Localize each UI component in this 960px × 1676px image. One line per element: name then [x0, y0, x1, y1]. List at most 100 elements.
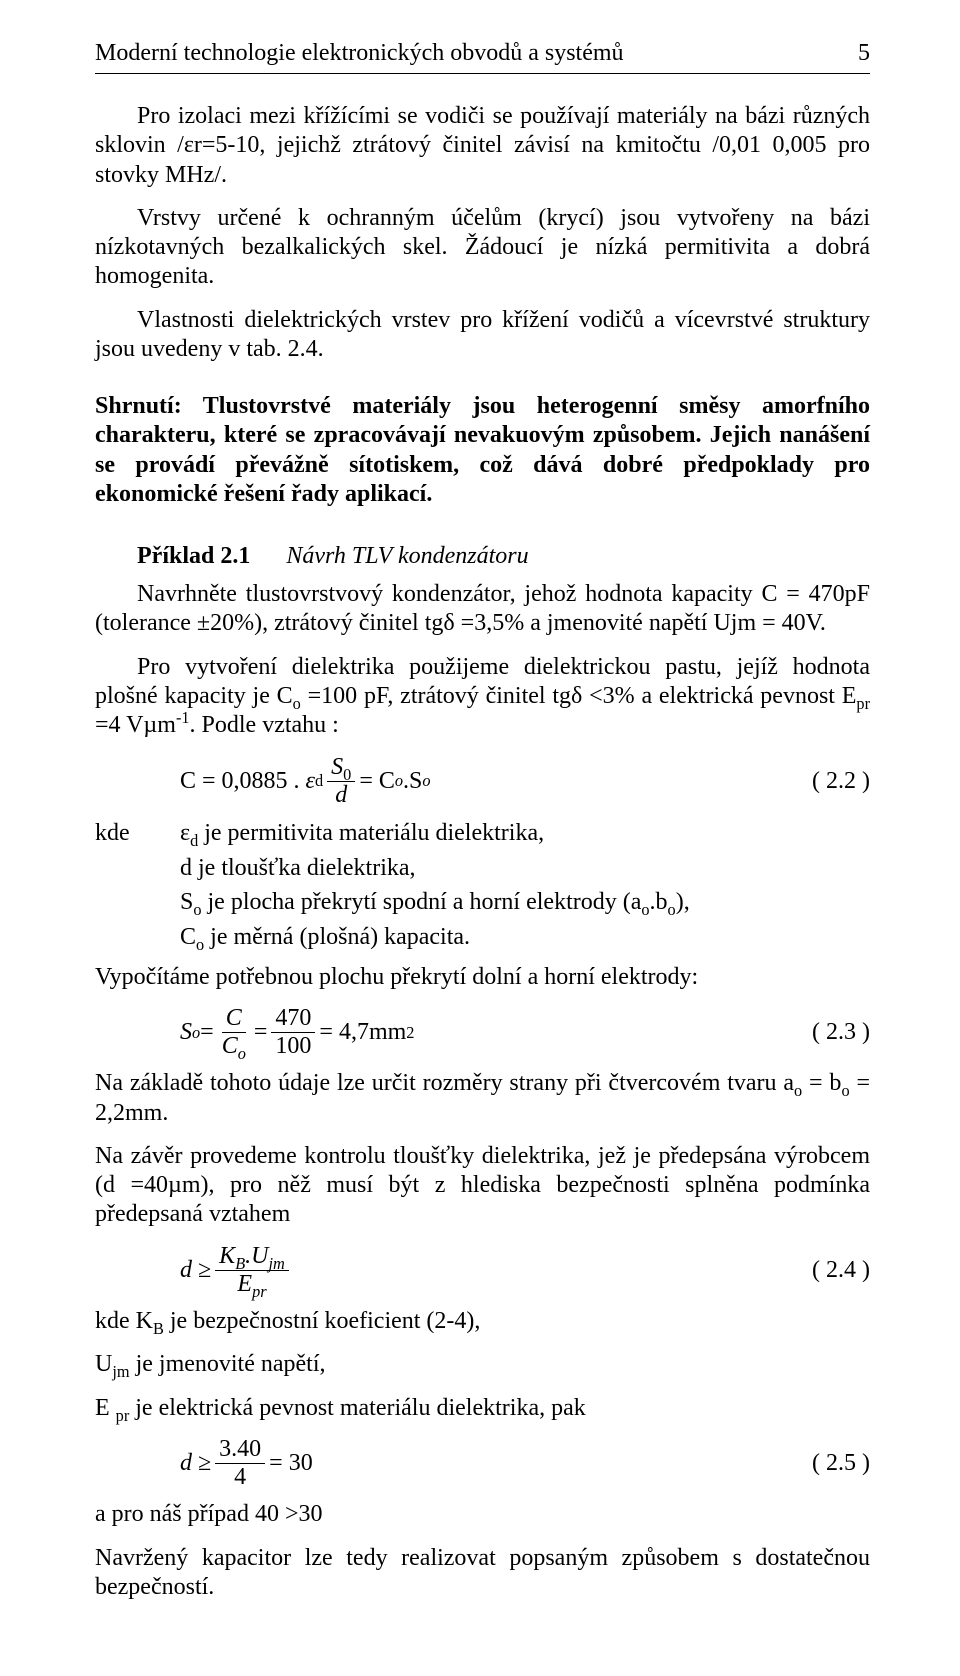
txt: C [180, 924, 196, 950]
txt: K [219, 1243, 235, 1269]
txt: o [668, 900, 676, 919]
txt: E [237, 1271, 252, 1297]
def-line-1: kdeεd je permitivita materiálu dielektri… [95, 818, 870, 849]
txt: pr [116, 1405, 130, 1424]
equation-body: So = C Co = 470 100 = 4,7mm2 [95, 1006, 790, 1059]
txt: o [794, 1081, 802, 1100]
example-title-row: Příklad 2.1 Návrh TLV kondenzátoru [95, 543, 870, 570]
equation-number: ( 2.5 ) [790, 1450, 870, 1477]
fraction: 470 100 [271, 1006, 315, 1059]
equation-2-5: d ≥ 3.40 4 = 30 ( 2.5 ) [95, 1437, 870, 1490]
equation-body: C = 0,0885 . εd S0 d = Co.So [95, 755, 790, 808]
header-title: Moderní technologie elektronických obvod… [95, 40, 624, 67]
txt: S [180, 1019, 192, 1045]
txt: Na základě tohoto údaje lze určit rozměr… [95, 1070, 794, 1096]
fraction: KB.Ujm Epr [215, 1244, 289, 1297]
equation-number: ( 2.3 ) [790, 1019, 870, 1046]
txt: o [841, 1081, 849, 1100]
def2-line-2: Ujm je jmenovité napětí, [95, 1350, 870, 1379]
txt: je elektrická pevnost materiálu dielektr… [129, 1395, 585, 1421]
paragraph-tail-1: a pro náš případ 40 >30 [95, 1500, 870, 1529]
txt: = b [802, 1070, 841, 1096]
txt: S [331, 754, 343, 780]
def-line-2: d je tloušťka dielektrika, [95, 853, 870, 884]
txt: je plocha překrytí spodní a horní elektr… [202, 889, 642, 915]
txt: . Podle vztahu : [190, 712, 339, 738]
txt: ), [676, 889, 690, 915]
txt: = [200, 1019, 214, 1046]
running-header: Moderní technologie elektronických obvod… [95, 40, 870, 74]
def2-line-1: kde KB je bezpečnostní koeficient (2-4), [95, 1307, 870, 1336]
def2-line-3: E pr je elektrická pevnost materiálu die… [95, 1394, 870, 1423]
txt: = 4,7mm [319, 1019, 406, 1046]
txt: 3.40 [215, 1437, 265, 1464]
txt: 100 [271, 1033, 315, 1059]
txt: 470 [271, 1006, 315, 1033]
paragraph-thickness-check: Na závěr provedeme kontrolu tloušťky die… [95, 1142, 870, 1230]
equation-2-2: C = 0,0885 . εd S0 d = Co.So ( 2.2 ) [95, 755, 870, 808]
example-label: Příklad 2.1 [137, 543, 250, 569]
txt: o [395, 771, 403, 790]
txt: je bezpečnostní koeficient (2-4), [164, 1308, 481, 1334]
txt: ε [180, 820, 190, 846]
equation-2-3: So = C Co = 470 100 = 4,7mm2 ( 2.3 ) [95, 1006, 870, 1059]
fraction: C Co [218, 1006, 250, 1059]
txt: .U [245, 1243, 268, 1269]
txt: o [193, 900, 201, 919]
txt: = C [359, 768, 395, 795]
example-subtitle: Návrh TLV kondenzátoru [286, 543, 528, 569]
equation-number: ( 2.2 ) [790, 768, 870, 795]
fraction: S0 d [327, 755, 355, 808]
equation-2-4: d ≥ KB.Ujm Epr ( 2.4 ) [95, 1244, 870, 1297]
txt: = 30 [269, 1450, 313, 1477]
summary-block: Shrnutí: Tlustovrstvé materiály jsou het… [95, 392, 870, 509]
page: Moderní technologie elektronických obvod… [0, 0, 960, 1676]
txt: C [222, 1033, 238, 1059]
txt: o [641, 900, 649, 919]
txt: je měrná (plošná) kapacita. [204, 924, 470, 950]
txt: .S [403, 768, 422, 795]
kde-label: kde [95, 818, 180, 849]
txt: d ≥ [180, 1450, 211, 1476]
paragraph-tail-2: Navržený kapacitor lze tedy realizovat p… [95, 1544, 870, 1603]
txt: d ≥ [180, 1257, 211, 1283]
txt: jm [269, 1254, 285, 1273]
paragraph-2: Vrstvy určené k ochranným účelům (krycí)… [95, 204, 870, 292]
txt: d [190, 831, 198, 850]
equation-body: d ≥ 3.40 4 = 30 [95, 1437, 790, 1490]
txt: jm [112, 1362, 129, 1381]
txt: B [235, 1254, 245, 1273]
fraction: 3.40 4 [215, 1437, 265, 1490]
txt: E [95, 1395, 116, 1421]
equation-body: d ≥ KB.Ujm Epr [95, 1244, 790, 1297]
txt: =100 pF, ztrátový činitel tgδ <3% a elek… [301, 683, 857, 709]
txt: C [226, 1005, 242, 1031]
def-line-4: Co je měrná (plošná) kapacita. [95, 922, 870, 953]
page-number: 5 [858, 40, 870, 67]
txt: C = 0,0885 . [180, 768, 300, 795]
equation-number: ( 2.4 ) [790, 1257, 870, 1284]
txt: o [192, 1023, 200, 1042]
txt: pr [252, 1282, 267, 1301]
txt: 4 [230, 1464, 250, 1490]
txt: d [335, 782, 347, 808]
paragraph-calc-S: Vypočítáme potřebnou plochu překrytí dol… [95, 963, 870, 992]
paragraph-1: Pro izolaci mezi křížícími se vodiči se … [95, 102, 870, 190]
def-line-3: So je plocha překrytí spodní a horní ele… [95, 887, 870, 918]
txt: ε [306, 768, 315, 794]
txt: o [422, 771, 430, 790]
txt: .b [650, 889, 668, 915]
txt: =4 Vµm [95, 712, 176, 738]
txt: je permitivita materiálu dielektrika, [198, 820, 544, 846]
txt: U [95, 1351, 112, 1377]
txt: = [254, 1019, 268, 1046]
txt: S [180, 889, 193, 915]
txt: je jmenovité napětí, [130, 1351, 326, 1377]
paragraph-3: Vlastnosti dielektrických vrstev pro kří… [95, 306, 870, 365]
txt: kde K [95, 1308, 153, 1334]
txt: o [238, 1044, 246, 1063]
example-para-1: Navrhněte tlustovrstvový kondenzátor, je… [95, 580, 870, 639]
txt: 0 [343, 764, 351, 783]
txt: B [153, 1319, 164, 1338]
example-para-2: Pro vytvoření dielektrika použijeme diel… [95, 653, 870, 741]
